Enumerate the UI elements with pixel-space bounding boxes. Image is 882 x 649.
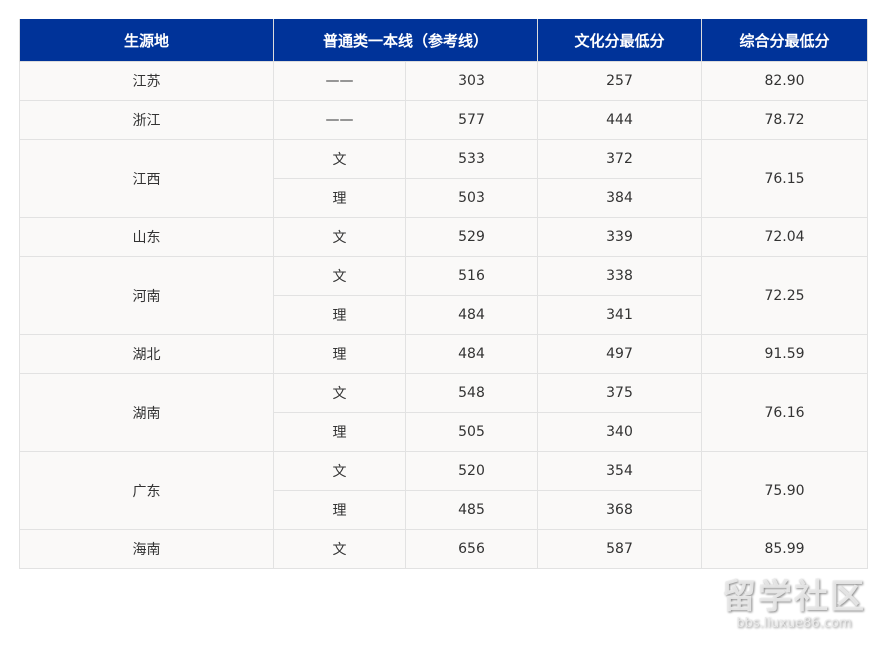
subject-type-cell: 文 [273, 139, 406, 179]
first-tier-line-cell: 548 [404, 373, 539, 413]
admission-scores-table: 生源地 普通类一本线（参考线） 文化分最低分 综合分最低分 江苏 —— 303 257… [19, 19, 869, 569]
table-header-row: 生源地 普通类一本线（参考线） 文化分最低分 综合分最低分 [19, 19, 869, 62]
first-tier-line-cell: 516 [404, 256, 539, 296]
subject-type-cell: —— [273, 61, 406, 101]
culture-min-cell: 341 [537, 295, 703, 335]
province-cell: 湖南 [19, 373, 274, 452]
first-tier-line-cell: 520 [404, 451, 539, 491]
table-row: 江西文 533 372 76.15 [19, 139, 869, 218]
header-province: 生源地 [19, 19, 274, 62]
culture-min-cell: 587 [537, 529, 703, 569]
table-row: 湖南文 548 375 76.16 [19, 373, 869, 452]
subject-type-cell: 理 [273, 412, 406, 452]
table-row: 广东文 520 354 75.90 [19, 451, 869, 530]
subject-type-cell: 文 [273, 529, 406, 569]
subject-type-cell: 理 [273, 178, 406, 218]
table-row: 理 485 368 [20, 490, 868, 530]
province-cell: 山东 [19, 217, 274, 257]
culture-min-cell: 338 [537, 256, 703, 296]
table-row: 湖北理 484 497 91.59 [19, 334, 869, 374]
culture-min-cell: 339 [537, 217, 703, 257]
subject-type-cell: 文 [273, 217, 406, 257]
province-cell: 河南 [19, 256, 274, 335]
subject-type-cell: 文 [273, 451, 406, 491]
culture-min-cell: 340 [537, 412, 703, 452]
culture-min-cell: 384 [537, 178, 703, 218]
culture-min-cell: 375 [537, 373, 703, 413]
watermark-title: 留学社区 [722, 577, 866, 617]
culture-min-cell: 368 [537, 490, 703, 530]
province-cell: 海南 [19, 529, 274, 569]
first-tier-line-cell: 656 [404, 529, 539, 569]
composite-min-cell: 75.90 [701, 451, 869, 530]
first-tier-line-cell: 484 [404, 295, 539, 335]
watermark-logo: 留学社区 bbs.liuxue86.com [722, 578, 866, 632]
table-row: 浙江 —— 577 444 78.72 [19, 100, 869, 140]
composite-min-cell: 82.90 [701, 61, 869, 101]
subject-type-cell: —— [273, 100, 406, 140]
first-tier-line-cell: 485 [404, 490, 539, 530]
culture-min-cell: 354 [537, 451, 703, 491]
culture-min-cell: 372 [537, 139, 703, 179]
province-cell: 广东 [19, 451, 274, 530]
subject-type-cell: 文 [273, 256, 406, 296]
culture-min-cell: 444 [537, 100, 703, 140]
province-cell: 江西 [19, 139, 274, 218]
composite-min-cell: 72.25 [701, 256, 869, 335]
composite-min-cell: 78.72 [701, 100, 869, 140]
composite-min-cell: 85.99 [701, 529, 869, 569]
table-row: 山东文 529 339 72.04 [19, 217, 869, 257]
province-cell: 浙江 [19, 100, 274, 140]
header-culture-min: 文化分最低分 [537, 19, 703, 62]
header-first-tier-line: 普通类一本线（参考线） [272, 19, 539, 62]
subject-type-cell: 理 [273, 334, 406, 374]
first-tier-line-cell: 505 [404, 412, 539, 452]
table-row: 理 503 384 [20, 178, 868, 218]
subject-type-cell: 文 [273, 373, 406, 413]
watermark-url: bbs.liuxue86.com [736, 616, 852, 631]
composite-min-cell: 72.04 [701, 217, 869, 257]
first-tier-line-cell: 503 [404, 178, 539, 218]
province-cell: 江苏 [19, 61, 274, 101]
table-row: 理 484 341 [20, 295, 868, 335]
first-tier-line-cell: 533 [404, 139, 539, 179]
first-tier-line-cell: 484 [404, 334, 539, 374]
table-row: 河南文 516 338 72.25 [19, 256, 869, 335]
header-composite-min: 综合分最低分 [701, 19, 869, 62]
first-tier-line-cell: 577 [404, 100, 539, 140]
table-row: 江苏 —— 303 257 82.90 [19, 61, 869, 101]
table-row: 海南文 656 587 85.99 [19, 529, 869, 569]
first-tier-line-cell: 303 [404, 61, 539, 101]
composite-min-cell: 76.15 [701, 139, 869, 218]
culture-min-cell: 497 [537, 334, 703, 374]
province-cell: 湖北 [19, 334, 274, 374]
table-row: 理 505 340 [20, 412, 868, 452]
subject-type-cell: 理 [273, 295, 406, 335]
composite-min-cell: 91.59 [701, 334, 869, 374]
composite-min-cell: 76.16 [701, 373, 869, 452]
subject-type-cell: 理 [273, 490, 406, 530]
culture-min-cell: 257 [537, 61, 703, 101]
first-tier-line-cell: 529 [404, 217, 539, 257]
